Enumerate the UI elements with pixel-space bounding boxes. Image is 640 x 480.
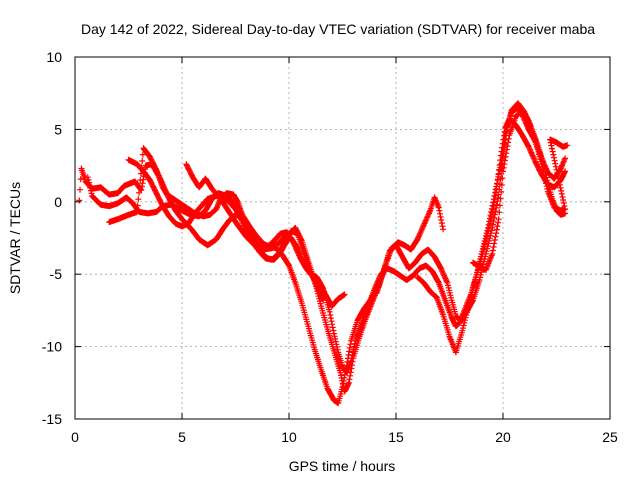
chart-title: Day 142 of 2022, Sidereal Day-to-day VTE… [81,21,595,37]
plot-frame [74,56,611,420]
x-tick-label: 25 [602,429,618,445]
data-series [106,145,380,407]
x-tick-label: 15 [388,429,404,445]
series-markers [106,145,380,407]
data-series [183,104,569,376]
x-tick-label: 5 [178,429,186,445]
x-tick-label: 0 [71,429,79,445]
y-axis-label: SDTVAR / TECUs [7,182,23,294]
y-tick-label: 10 [46,49,62,65]
y-tick-label: -10 [42,339,62,355]
series-markers [470,107,571,273]
series-markers [183,104,569,376]
y-tick-label: 0 [54,194,62,210]
data-points [76,100,571,407]
y-axis-ticks: -15 -10 -5 0 5 10 [42,49,610,427]
y-tick-label: 5 [54,121,62,137]
y-tick-label: -5 [50,266,63,282]
data-series [470,107,571,273]
x-axis-label: GPS time / hours [289,458,396,474]
x-axis-ticks: 0 5 10 15 20 25 [71,57,618,445]
x-tick-label: 20 [495,429,511,445]
x-tick-label: 10 [281,429,297,445]
y-tick-label: -15 [42,411,62,427]
